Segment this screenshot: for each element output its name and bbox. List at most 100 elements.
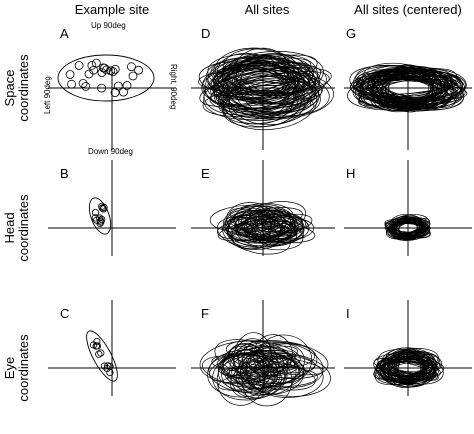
site-ellipse	[388, 361, 433, 378]
panel-a: A	[48, 26, 176, 150]
site-ellipse	[243, 352, 301, 384]
site-ellipse	[349, 72, 463, 105]
site-ellipse	[382, 358, 434, 377]
panel-letter-i: I	[346, 306, 350, 321]
response-marker	[113, 81, 123, 91]
response-marker	[122, 81, 132, 90]
response-marker	[98, 63, 108, 73]
response-marker	[97, 68, 107, 77]
row-label-head-line1: Head	[2, 212, 17, 243]
site-ellipse	[222, 51, 324, 97]
panel-e: E	[191, 160, 335, 256]
panel-f: F	[191, 300, 335, 407]
site-ellipse	[231, 216, 282, 250]
site-ellipse	[234, 203, 294, 237]
site-ellipse	[208, 350, 293, 383]
site-ellipse	[261, 216, 304, 240]
site-ellipse	[210, 65, 330, 117]
response-marker	[108, 67, 118, 76]
response-marker	[104, 362, 112, 370]
site-ellipse	[389, 221, 426, 234]
site-ellipse	[202, 355, 283, 389]
response-marker	[93, 342, 102, 350]
panel-letter-h: H	[346, 166, 355, 181]
response-marker	[97, 349, 105, 357]
row-label-space: Space coordinates	[2, 54, 31, 122]
site-ellipse	[233, 338, 273, 383]
site-ellipse	[234, 356, 299, 389]
column-title-all-sites-centered: All sites (centered)	[354, 2, 462, 17]
site-ellipse	[215, 62, 327, 109]
site-ellipse	[249, 342, 316, 369]
row-label-eye-line1: Eye	[2, 357, 17, 379]
row-label-head: Head coordinates	[2, 194, 31, 262]
example-site-ellipse	[88, 197, 112, 235]
example-site-ellipse	[57, 54, 155, 102]
response-marker	[100, 362, 109, 370]
row-label-space-line2: coordinates	[16, 54, 31, 122]
axis-annotation-down: Down 90deg	[88, 147, 133, 156]
response-marker	[102, 65, 111, 75]
panel-letter-f: F	[201, 306, 209, 321]
response-marker	[84, 69, 94, 79]
response-marker	[91, 209, 100, 217]
site-ellipse	[373, 353, 440, 382]
site-ellipse	[249, 220, 293, 240]
site-ellipse	[233, 332, 272, 379]
site-ellipse	[233, 61, 299, 104]
site-ellipse	[229, 214, 308, 232]
site-ellipse	[222, 79, 320, 128]
site-ellipse	[227, 343, 265, 374]
site-ellipse	[253, 334, 293, 376]
site-ellipse	[358, 76, 454, 99]
response-marker	[81, 82, 91, 91]
response-marker	[96, 214, 104, 222]
panel-c: C	[48, 300, 176, 396]
response-marker	[97, 217, 105, 225]
site-ellipse	[250, 355, 324, 398]
panel-g: G	[344, 26, 472, 150]
site-ellipse	[384, 64, 432, 109]
row-label-head-line2: coordinates	[16, 194, 31, 262]
site-ellipse	[380, 350, 437, 386]
response-marker	[91, 58, 101, 68]
site-ellipse	[358, 65, 454, 110]
panel-letter-d: D	[201, 26, 210, 41]
response-marker	[65, 70, 75, 79]
site-ellipse	[376, 359, 439, 382]
panel-b: B	[48, 160, 176, 256]
site-ellipse	[231, 47, 291, 102]
axis-annotation-left: Left 90deg	[43, 76, 52, 114]
response-marker	[96, 219, 104, 228]
response-marker	[74, 61, 84, 70]
column-title-all-sites: All sites	[245, 2, 290, 17]
site-ellipse	[352, 78, 459, 100]
site-ellipse	[235, 354, 275, 399]
panel-letter-e: E	[201, 166, 210, 181]
site-ellipse	[202, 66, 321, 118]
response-marker	[87, 61, 97, 70]
row-label-eye: Eye coordinates	[2, 334, 31, 402]
panel-h: H	[344, 160, 472, 256]
panel-letter-c: C	[60, 306, 69, 321]
response-marker	[97, 83, 106, 93]
response-marker	[128, 71, 138, 81]
site-ellipse	[225, 215, 284, 244]
row-label-eye-line2: coordinates	[16, 334, 31, 402]
site-ellipse	[362, 62, 454, 109]
row-label-space-line1: Space	[2, 70, 17, 107]
panel-i: I	[344, 300, 472, 396]
site-ellipse	[249, 343, 318, 380]
response-marker	[98, 215, 106, 223]
site-ellipse	[380, 74, 434, 106]
panel-grid: A D G B E H C F I	[48, 26, 472, 407]
site-ellipse	[374, 69, 440, 105]
site-ellipse	[256, 214, 299, 237]
site-ellipse	[390, 357, 426, 375]
site-ellipse	[213, 63, 290, 98]
column-title-example-site: Example site	[75, 2, 149, 17]
panel-letter-g: G	[346, 26, 356, 41]
response-marker	[99, 205, 108, 213]
response-marker	[78, 79, 88, 88]
